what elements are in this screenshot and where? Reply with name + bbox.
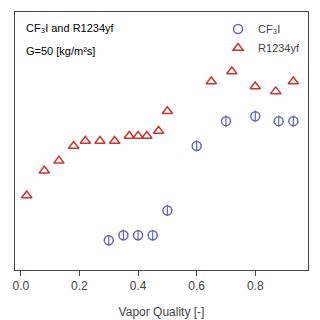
svg-text:R1234yf: R1234yf (258, 42, 300, 54)
svg-text:0.4: 0.4 (130, 279, 147, 293)
svg-text:0.6: 0.6 (188, 279, 205, 293)
svg-text:Vapor Quality [-]: Vapor Quality [-] (119, 305, 205, 319)
svg-text:CF₃I and R1234yf: CF₃I and R1234yf (26, 22, 115, 34)
svg-text:G=50 [kg/m²s]: G=50 [kg/m²s] (26, 45, 95, 57)
svg-text:0.0: 0.0 (13, 279, 30, 293)
svg-text:0.8: 0.8 (247, 279, 264, 293)
svg-text:0.2: 0.2 (71, 279, 88, 293)
svg-text:CF₃I: CF₃I (258, 23, 280, 35)
